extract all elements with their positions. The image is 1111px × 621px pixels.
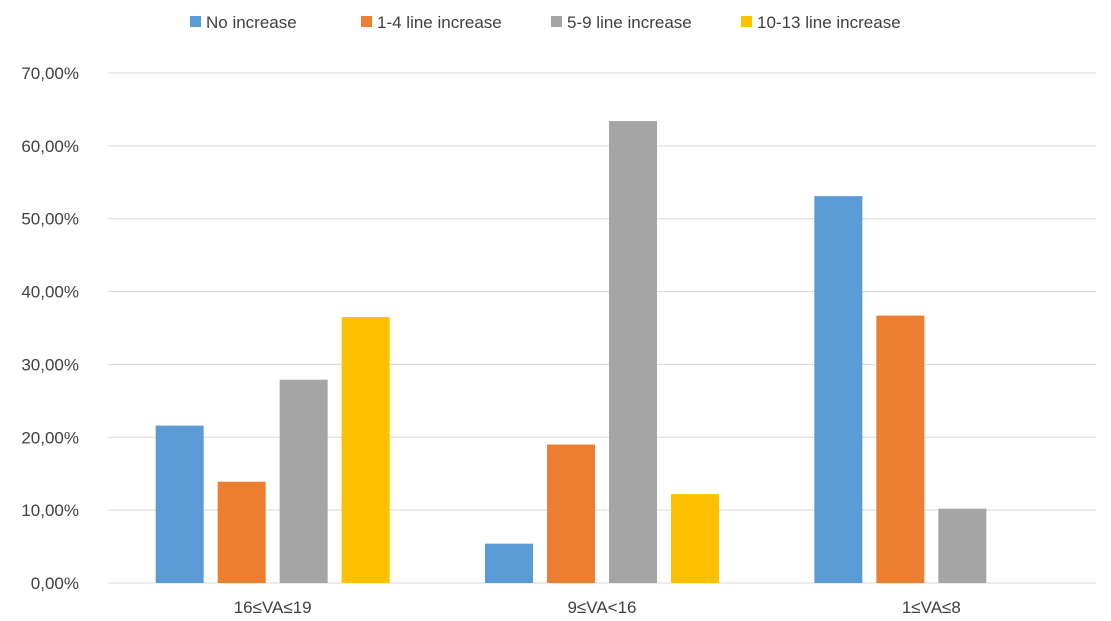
y-axis: 0,00% 10,00% 20,00% 30,00% 40,00% 50,00% 60,00… bbox=[21, 64, 79, 593]
bar-1-4-line-increase-3 bbox=[876, 315, 925, 583]
x-tick-label: 1≤VA≤8 bbox=[902, 598, 961, 617]
chart-gridlines bbox=[108, 72, 1096, 584]
y-tick-label: 0,00% bbox=[31, 574, 79, 593]
y-tick-label: 60,00% bbox=[21, 137, 79, 156]
legend-swatch bbox=[741, 16, 752, 27]
legend-item-5-9-line-increase: 5-9 line increase bbox=[551, 13, 692, 32]
legend-swatch bbox=[190, 16, 201, 27]
bar-10-13-line-increase-2 bbox=[671, 494, 719, 583]
y-tick-label: 50,00% bbox=[21, 210, 79, 229]
legend-label: 10-13 line increase bbox=[757, 13, 901, 32]
bar-5-9-line-increase-2 bbox=[609, 121, 657, 583]
legend-label: 5-9 line increase bbox=[567, 13, 692, 32]
legend-item-1-4-line-increase: 1-4 line increase bbox=[361, 13, 502, 32]
chart-legend: No increase 1-4 line increase 5-9 line inc… bbox=[190, 13, 901, 32]
y-tick-label: 70,00% bbox=[21, 64, 79, 83]
legend-swatch bbox=[551, 16, 562, 27]
y-tick-label: 10,00% bbox=[21, 501, 79, 520]
bar-no-increase-1 bbox=[155, 425, 204, 583]
bar-5-9-line-increase-1 bbox=[279, 379, 328, 583]
bar-no-increase-3 bbox=[814, 196, 863, 583]
bar-10-13-line-increase-1 bbox=[341, 317, 390, 583]
legend-item-no-increase: No increase bbox=[190, 13, 297, 32]
y-tick-label: 40,00% bbox=[21, 283, 79, 302]
legend-item-10-13-line-increase: 10-13 line increase bbox=[741, 13, 901, 32]
bar-no-increase-2 bbox=[485, 543, 533, 583]
y-tick-label: 20,00% bbox=[21, 428, 79, 447]
bar-5-9-line-increase-3 bbox=[938, 508, 987, 583]
legend-label: 1-4 line increase bbox=[377, 13, 502, 32]
legend-label: No increase bbox=[206, 13, 297, 32]
x-tick-label: 16≤VA≤19 bbox=[234, 598, 312, 617]
bar-1-4-line-increase-1 bbox=[217, 481, 266, 583]
y-tick-label: 30,00% bbox=[21, 355, 79, 374]
x-axis: 16≤VA≤19 9≤VA<16 1≤VA≤8 bbox=[234, 598, 961, 617]
chart-bars bbox=[155, 121, 987, 583]
bar-1-4-line-increase-2 bbox=[547, 444, 595, 583]
x-tick-label: 9≤VA<16 bbox=[567, 598, 636, 617]
legend-swatch bbox=[361, 16, 372, 27]
